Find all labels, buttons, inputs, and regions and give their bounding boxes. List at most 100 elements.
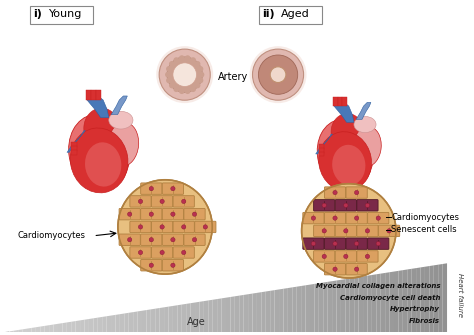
Circle shape: [182, 199, 186, 204]
Polygon shape: [416, 267, 420, 332]
FancyBboxPatch shape: [195, 221, 216, 232]
Ellipse shape: [332, 145, 365, 185]
FancyBboxPatch shape: [141, 234, 162, 246]
Circle shape: [165, 72, 171, 78]
FancyBboxPatch shape: [346, 212, 367, 224]
Text: Hypertrophy: Hypertrophy: [390, 306, 440, 313]
FancyBboxPatch shape: [119, 208, 140, 220]
Polygon shape: [288, 287, 292, 332]
FancyBboxPatch shape: [162, 208, 183, 220]
FancyBboxPatch shape: [141, 183, 162, 194]
Circle shape: [138, 225, 143, 229]
Polygon shape: [292, 287, 297, 332]
Circle shape: [322, 229, 327, 233]
FancyBboxPatch shape: [162, 234, 183, 246]
Circle shape: [190, 86, 196, 92]
Circle shape: [387, 229, 391, 233]
Polygon shape: [270, 290, 274, 332]
FancyBboxPatch shape: [324, 187, 346, 198]
Polygon shape: [301, 285, 306, 332]
Polygon shape: [359, 276, 363, 332]
Polygon shape: [54, 324, 58, 332]
Circle shape: [355, 242, 359, 246]
Circle shape: [171, 187, 175, 191]
Polygon shape: [86, 90, 91, 100]
Polygon shape: [372, 274, 376, 332]
Polygon shape: [27, 328, 31, 332]
Text: i): i): [33, 9, 42, 19]
Polygon shape: [173, 305, 177, 332]
Polygon shape: [399, 270, 403, 332]
Polygon shape: [385, 272, 390, 332]
Circle shape: [171, 212, 175, 216]
Ellipse shape: [109, 111, 133, 129]
Polygon shape: [443, 263, 447, 332]
Polygon shape: [334, 100, 354, 122]
Circle shape: [192, 212, 197, 216]
Polygon shape: [420, 267, 425, 332]
Polygon shape: [367, 275, 372, 332]
Polygon shape: [213, 299, 217, 332]
Ellipse shape: [70, 128, 128, 193]
FancyBboxPatch shape: [314, 225, 335, 237]
Circle shape: [179, 55, 185, 61]
Polygon shape: [146, 310, 151, 332]
Circle shape: [322, 254, 327, 259]
Polygon shape: [363, 276, 367, 332]
Polygon shape: [5, 331, 9, 332]
Polygon shape: [93, 318, 98, 332]
Polygon shape: [87, 93, 109, 118]
FancyBboxPatch shape: [152, 196, 173, 207]
Circle shape: [355, 216, 359, 220]
Text: Heart failure: Heart failure: [457, 273, 463, 317]
Polygon shape: [319, 148, 325, 152]
Polygon shape: [354, 277, 359, 332]
Polygon shape: [14, 330, 18, 332]
Circle shape: [169, 82, 175, 88]
Polygon shape: [306, 285, 310, 332]
Polygon shape: [390, 272, 394, 332]
Polygon shape: [407, 269, 411, 332]
FancyBboxPatch shape: [324, 264, 346, 275]
Circle shape: [171, 263, 175, 267]
Ellipse shape: [69, 114, 129, 190]
Polygon shape: [319, 144, 325, 149]
Circle shape: [344, 254, 348, 259]
Circle shape: [270, 67, 286, 82]
Circle shape: [149, 263, 154, 267]
Polygon shape: [89, 318, 93, 332]
Circle shape: [203, 225, 208, 229]
Circle shape: [311, 242, 316, 246]
Circle shape: [194, 61, 201, 67]
FancyBboxPatch shape: [130, 196, 151, 207]
Polygon shape: [274, 289, 279, 332]
Circle shape: [159, 49, 210, 100]
Polygon shape: [425, 266, 429, 332]
Circle shape: [194, 82, 201, 88]
Text: ii): ii): [262, 9, 275, 19]
Circle shape: [182, 250, 186, 255]
Polygon shape: [111, 315, 116, 332]
Polygon shape: [76, 320, 80, 332]
Polygon shape: [438, 264, 443, 332]
Circle shape: [128, 238, 132, 242]
Text: Senescent cells: Senescent cells: [391, 225, 456, 234]
Circle shape: [166, 77, 172, 83]
FancyBboxPatch shape: [152, 247, 173, 258]
Polygon shape: [323, 282, 328, 332]
Circle shape: [160, 199, 164, 204]
Polygon shape: [102, 316, 107, 332]
Circle shape: [199, 72, 204, 78]
FancyBboxPatch shape: [357, 251, 378, 262]
FancyBboxPatch shape: [314, 251, 335, 262]
Polygon shape: [124, 313, 129, 332]
Polygon shape: [208, 300, 213, 332]
Circle shape: [190, 57, 196, 63]
Polygon shape: [230, 296, 235, 332]
Circle shape: [311, 216, 316, 220]
Polygon shape: [338, 97, 342, 106]
Polygon shape: [319, 282, 323, 332]
Polygon shape: [411, 268, 416, 332]
Circle shape: [179, 88, 185, 94]
FancyBboxPatch shape: [162, 183, 183, 194]
